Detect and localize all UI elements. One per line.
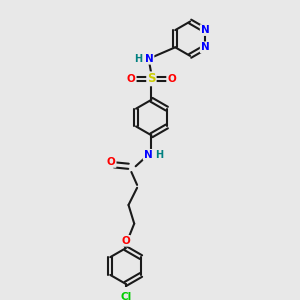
Text: N: N [201, 42, 209, 52]
Text: N: N [201, 25, 209, 35]
Text: O: O [167, 74, 176, 84]
Text: N: N [144, 150, 152, 160]
Text: H: H [155, 150, 164, 160]
Text: O: O [107, 157, 116, 167]
Text: O: O [121, 236, 130, 246]
Text: N: N [145, 54, 154, 64]
Text: Cl: Cl [120, 292, 131, 300]
Text: H: H [134, 54, 142, 64]
Text: S: S [147, 72, 156, 85]
Text: O: O [127, 74, 136, 84]
